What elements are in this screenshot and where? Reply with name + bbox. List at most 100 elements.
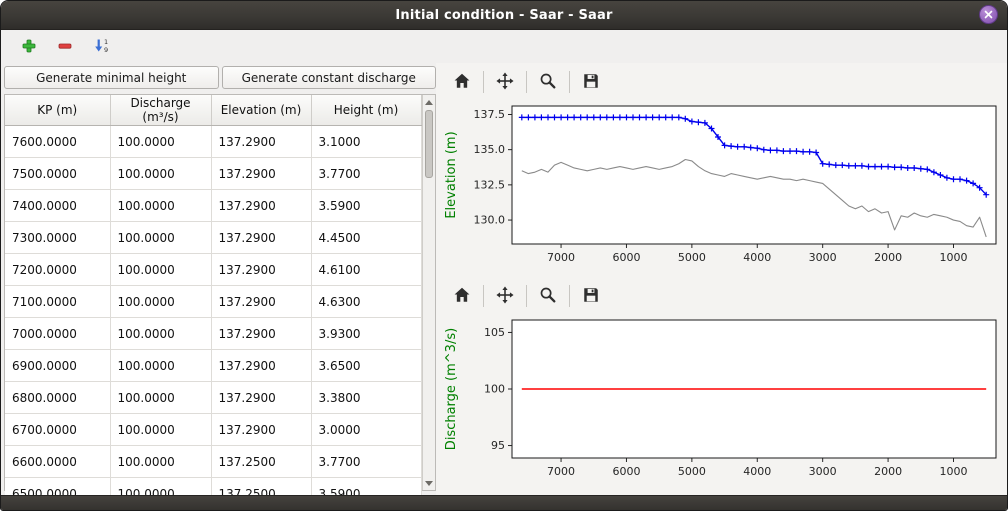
table-cell[interactable]: 7200.0000 xyxy=(5,254,110,286)
table-cell[interactable]: 7100.0000 xyxy=(5,286,110,318)
table-cell[interactable]: 3.7700 xyxy=(311,158,421,190)
svg-text:5000: 5000 xyxy=(678,251,706,264)
table-cell[interactable]: 6900.0000 xyxy=(5,350,110,382)
table-cell[interactable]: 137.2900 xyxy=(211,254,311,286)
elevation-chart[interactable]: 130.0132.5135.0137.570006000500040003000… xyxy=(440,99,1005,279)
status-bar xyxy=(1,495,1007,510)
svg-text:4000: 4000 xyxy=(743,465,771,478)
add-row-button[interactable] xyxy=(17,35,41,59)
table-cell[interactable]: 100.0000 xyxy=(110,446,211,478)
kp-table-header: KP (m)Discharge (m³/s)Elevation (m)Heigh… xyxy=(5,95,421,126)
svg-text:1000: 1000 xyxy=(939,465,967,478)
table-cell[interactable]: 137.2900 xyxy=(211,126,311,158)
table-cell[interactable]: 3.1000 xyxy=(311,126,421,158)
table-cell[interactable]: 100.0000 xyxy=(110,254,211,286)
sort-button[interactable]: 1 9 xyxy=(89,35,113,59)
generate-constant-discharge-button[interactable]: Generate constant discharge xyxy=(222,66,437,89)
table-cell[interactable]: 4.6300 xyxy=(311,286,421,318)
column-header[interactable]: KP (m) xyxy=(5,95,110,126)
home-button[interactable] xyxy=(448,69,476,96)
table-cell[interactable]: 4.6100 xyxy=(311,254,421,286)
zoom-button[interactable] xyxy=(534,69,562,96)
left-panel: Generate minimal height Generate constan… xyxy=(1,63,436,496)
table-cell[interactable]: 137.2500 xyxy=(211,446,311,478)
table-cell[interactable]: 4.4500 xyxy=(311,222,421,254)
table-cell[interactable]: 137.2900 xyxy=(211,382,311,414)
table-cell[interactable]: 3.0000 xyxy=(311,414,421,446)
pan-button[interactable] xyxy=(491,283,519,310)
table-cell[interactable]: 6800.0000 xyxy=(5,382,110,414)
save-icon xyxy=(582,72,600,93)
pan-icon xyxy=(496,72,514,93)
table-cell[interactable]: 7600.0000 xyxy=(5,126,110,158)
column-header[interactable]: Elevation (m) xyxy=(211,95,311,126)
toolbar-separator xyxy=(569,71,570,93)
remove-row-button[interactable] xyxy=(53,35,77,59)
table-cell[interactable]: 137.2900 xyxy=(211,414,311,446)
discharge-chart[interactable]: 951001057000600050004000300020001000Disc… xyxy=(440,313,1005,493)
table-row: 7100.0000100.0000137.29004.6300 xyxy=(5,286,421,318)
scrollbar-handle[interactable] xyxy=(425,110,434,178)
save-button[interactable] xyxy=(577,283,605,310)
table-cell[interactable]: 100.0000 xyxy=(110,414,211,446)
svg-text:5000: 5000 xyxy=(678,465,706,478)
column-header[interactable]: Discharge (m³/s) xyxy=(110,95,211,126)
table-cell[interactable]: 100.0000 xyxy=(110,350,211,382)
home-button[interactable] xyxy=(448,283,476,310)
table-cell[interactable]: 137.2900 xyxy=(211,158,311,190)
window-title: Initial condition - Saar - Saar xyxy=(395,8,612,23)
generate-buttons-row: Generate minimal height Generate constan… xyxy=(4,66,436,89)
svg-text:7000: 7000 xyxy=(547,465,575,478)
table-cell[interactable]: 3.9300 xyxy=(311,318,421,350)
table-cell[interactable]: 3.7700 xyxy=(311,446,421,478)
table-cell[interactable]: 7500.0000 xyxy=(5,158,110,190)
scroll-down-button[interactable] xyxy=(423,476,436,490)
table-cell[interactable]: 100.0000 xyxy=(110,286,211,318)
column-header[interactable]: Height (m) xyxy=(311,95,421,126)
table-row: 6900.0000100.0000137.29003.6500 xyxy=(5,350,421,382)
svg-text:1: 1 xyxy=(104,38,108,46)
svg-text:130.0: 130.0 xyxy=(474,214,506,227)
table-cell[interactable]: 100.0000 xyxy=(110,222,211,254)
table-row: 7600.0000100.0000137.29003.1000 xyxy=(5,126,421,158)
home-icon xyxy=(453,72,471,93)
save-button[interactable] xyxy=(577,69,605,96)
generate-minimal-height-button[interactable]: Generate minimal height xyxy=(4,66,219,89)
svg-text:3000: 3000 xyxy=(809,465,837,478)
scrollbar-track[interactable] xyxy=(423,109,436,476)
close-button[interactable] xyxy=(979,5,998,24)
pan-icon xyxy=(496,286,514,307)
table-cell[interactable]: 7400.0000 xyxy=(5,190,110,222)
table-cell[interactable]: 7000.0000 xyxy=(5,318,110,350)
table-cell[interactable]: 137.2900 xyxy=(211,222,311,254)
table-row: 7000.0000100.0000137.29003.9300 xyxy=(5,318,421,350)
titlebar[interactable]: Initial condition - Saar - Saar xyxy=(1,1,1007,30)
pan-button[interactable] xyxy=(491,69,519,96)
table-cell[interactable]: 6600.0000 xyxy=(5,446,110,478)
toolbar-separator xyxy=(483,285,484,307)
table-cell[interactable]: 137.2900 xyxy=(211,350,311,382)
scroll-up-button[interactable] xyxy=(423,95,436,109)
svg-text:3000: 3000 xyxy=(809,251,837,264)
table-row: 7300.0000100.0000137.29004.4500 xyxy=(5,222,421,254)
table-cell[interactable]: 100.0000 xyxy=(110,318,211,350)
table-cell[interactable]: 100.0000 xyxy=(110,190,211,222)
table-cell[interactable]: 3.3800 xyxy=(311,382,421,414)
table-cell[interactable]: 100.0000 xyxy=(110,382,211,414)
table-cell[interactable]: 100.0000 xyxy=(110,158,211,190)
table-cell[interactable]: 137.2900 xyxy=(211,190,311,222)
table-cell[interactable]: 7300.0000 xyxy=(5,222,110,254)
kp-table: KP (m)Discharge (m³/s)Elevation (m)Heigh… xyxy=(5,95,422,510)
zoom-button[interactable] xyxy=(534,283,562,310)
table-cell[interactable]: 3.5900 xyxy=(311,190,421,222)
svg-text:2000: 2000 xyxy=(874,251,902,264)
content-area: Generate minimal height Generate constan… xyxy=(1,63,1007,496)
table-cell[interactable]: 6700.0000 xyxy=(5,414,110,446)
table-cell[interactable]: 100.0000 xyxy=(110,126,211,158)
table-cell[interactable]: 137.2900 xyxy=(211,318,311,350)
table-scrollbar[interactable] xyxy=(422,95,436,490)
svg-text:Discharge (m^3/s): Discharge (m^3/s) xyxy=(444,328,459,450)
table-cell[interactable]: 137.2900 xyxy=(211,286,311,318)
toolbar-separator xyxy=(483,71,484,93)
table-cell[interactable]: 3.6500 xyxy=(311,350,421,382)
